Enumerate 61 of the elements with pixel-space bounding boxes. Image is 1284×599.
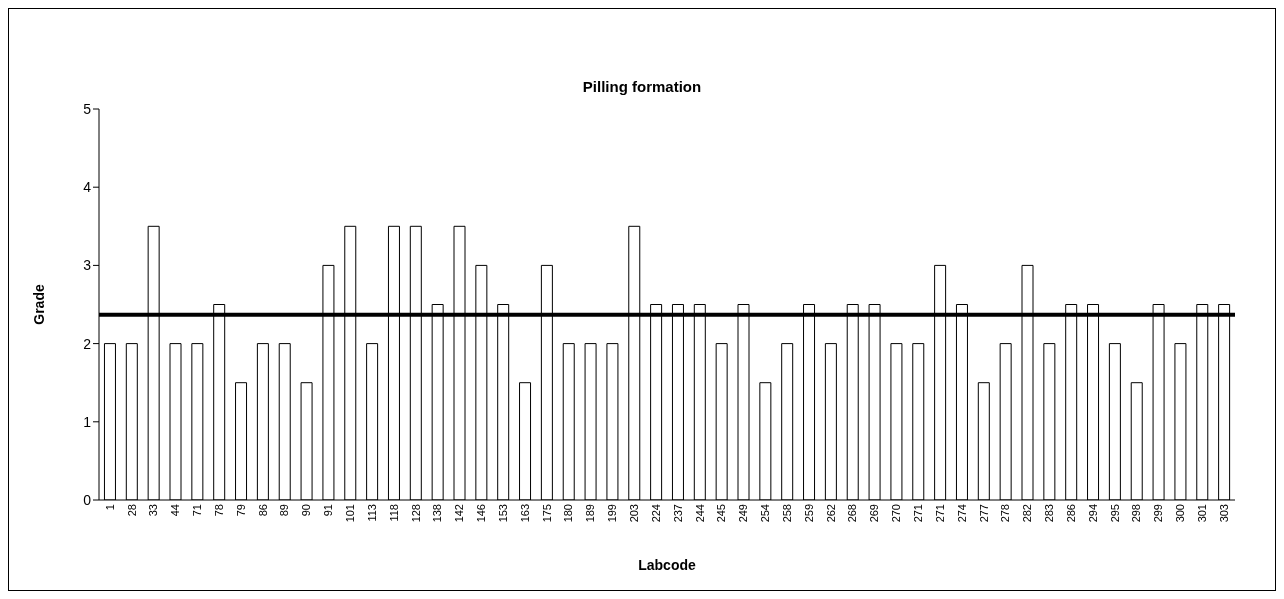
x-tick-label: 262 — [824, 504, 837, 523]
x-tick-label: 1 — [103, 504, 116, 511]
x-tick-label: 271 — [933, 504, 946, 523]
x-axis-title: Labcode — [638, 557, 696, 573]
x-tick-label: 142 — [453, 504, 466, 523]
y-axis-title: Grade — [30, 284, 47, 325]
x-tick-label: 199 — [606, 504, 619, 523]
x-tick-label: 180 — [562, 504, 575, 523]
x-tick-label: 203 — [628, 504, 641, 523]
x-tick-label: 189 — [584, 504, 597, 523]
x-tick-label: 277 — [977, 504, 990, 523]
x-tick-label: 254 — [759, 504, 772, 523]
x-tick-label: 282 — [1021, 504, 1034, 523]
x-tick-label: 258 — [780, 504, 793, 523]
x-tick-label: 274 — [955, 504, 968, 523]
x-tick-label: 89 — [278, 504, 291, 517]
x-tick-label: 249 — [737, 504, 750, 523]
x-tick-label: 295 — [1108, 504, 1121, 523]
x-tick-label: 268 — [846, 504, 859, 523]
x-tick-label: 175 — [540, 504, 553, 523]
y-tick-label: 4 — [83, 179, 92, 196]
x-tick-label: 303 — [1217, 504, 1230, 523]
x-tick-label: 153 — [496, 504, 509, 523]
x-tick-label: 300 — [1174, 504, 1187, 523]
x-tick-label: 270 — [890, 504, 903, 523]
x-tick-label: 71 — [191, 504, 204, 517]
x-tick-label: 299 — [1152, 504, 1165, 523]
x-tick-label: 101 — [344, 504, 357, 523]
x-tick-label: 278 — [999, 504, 1012, 523]
x-tick-label: 237 — [671, 504, 684, 523]
x-tick-label: 271 — [912, 504, 925, 523]
x-tick-label: 146 — [475, 504, 488, 523]
x-tick-label: 269 — [868, 504, 881, 523]
x-tick-label: 118 — [387, 504, 400, 522]
x-tick-label: 79 — [234, 504, 247, 517]
x-tick-label: 283 — [1043, 504, 1056, 523]
x-tick-label: 86 — [256, 504, 269, 517]
y-tick-label: 2 — [83, 335, 92, 352]
x-tick-label: 259 — [802, 504, 815, 523]
x-tick-label: 163 — [518, 504, 531, 523]
x-tick-label: 28 — [125, 504, 138, 517]
x-tick-label: 33 — [147, 504, 160, 517]
x-tick-label: 294 — [1086, 504, 1099, 523]
x-tick-label: 301 — [1196, 504, 1209, 523]
x-tick-label: 298 — [1130, 504, 1143, 523]
y-tick-label: 3 — [83, 257, 92, 274]
x-tick-label: 286 — [1064, 504, 1077, 523]
y-tick-label: 1 — [83, 413, 92, 430]
y-tick-label: 0 — [83, 491, 92, 508]
x-tick-label: 138 — [431, 504, 444, 523]
x-tick-label: 44 — [169, 504, 182, 517]
x-tick-label: 113 — [365, 504, 378, 522]
x-tick-label: 78 — [212, 504, 225, 517]
x-tick-label: 224 — [649, 504, 662, 523]
x-tick-label: 128 — [409, 504, 422, 523]
x-tick-label: 244 — [693, 504, 706, 523]
x-tick-label: 91 — [322, 504, 335, 517]
x-tick-label: 245 — [715, 504, 728, 523]
x-tick-label: 90 — [300, 504, 313, 517]
y-tick-label: 5 — [83, 100, 92, 117]
chart-title: Pilling formation — [581, 78, 703, 95]
